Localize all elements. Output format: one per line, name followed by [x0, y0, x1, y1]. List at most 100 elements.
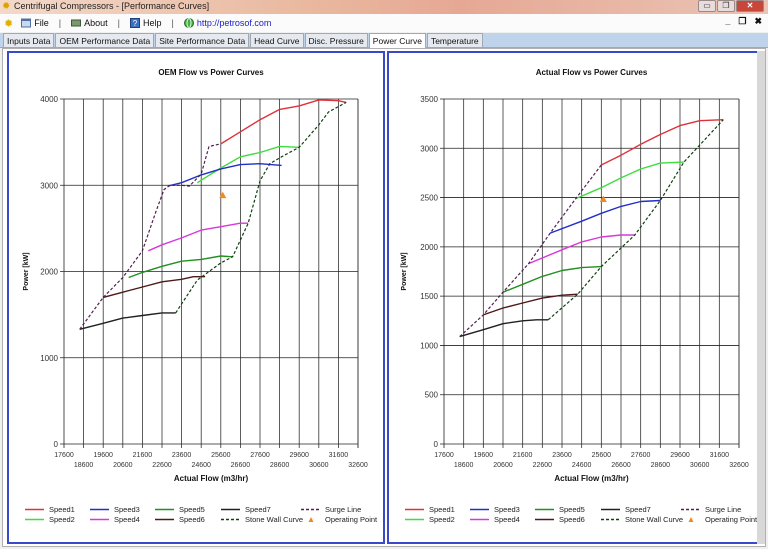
x-tick-label: 30600 [309, 462, 329, 469]
series-speed7 [79, 312, 176, 330]
x-tick-label: 19600 [93, 452, 113, 459]
y-tick-label: 3500 [420, 95, 438, 104]
mdi-minimize-button[interactable]: _ [725, 16, 731, 26]
series-lines [459, 119, 724, 338]
y-tick-label: 0 [54, 440, 59, 449]
x-tick-label: 20600 [493, 462, 513, 469]
x-tick-label: 20600 [113, 462, 133, 469]
operating-point-marker [219, 191, 227, 199]
x-tick-label: 31600 [710, 452, 730, 459]
legend-label: Speed3 [494, 505, 520, 514]
tab-disc-pressure[interactable]: Disc. Pressure [304, 33, 368, 47]
y-tick-label: 3000 [420, 144, 438, 153]
legend-label: Operating Point [705, 515, 758, 524]
tab-power-curve[interactable]: Power Curve [368, 33, 426, 48]
app-sun-icon: ✹ [4, 17, 14, 30]
menu-website-link[interactable]: http://petrosof.com [180, 18, 276, 28]
x-tick-label: 25600 [592, 452, 612, 459]
legend-label: Stone Wall Curve [625, 515, 683, 524]
legend-label: Speed7 [245, 505, 271, 514]
chart-title: OEM Flow vs Power Curves [158, 68, 264, 77]
vertical-scrollbar[interactable] [757, 51, 765, 544]
tab-strip: Inputs Data OEM Performance Data Site Pe… [0, 33, 768, 48]
window-controls: ▭ ❐ ✕ [698, 0, 764, 12]
tab-content: OEM Flow vs Power Curves 0 1000 2000 3000 400… [2, 48, 766, 547]
legend-label: Surge Line [325, 505, 361, 514]
x-tick-label: 21600 [133, 452, 153, 459]
series-lines [79, 99, 347, 330]
legend-label: Speed7 [625, 505, 651, 514]
series-surge-line [79, 143, 221, 330]
about-icon [71, 19, 82, 27]
x-tick-label: 24600 [191, 462, 211, 469]
x-tick-label: 18600 [74, 462, 94, 469]
actual-power-chart-panel: Actual Flow vs Power Curves 0 500 1000 1500 2… [387, 51, 765, 544]
series-speed6 [103, 275, 206, 299]
tab-head-curve[interactable]: Head Curve [250, 33, 304, 47]
series-surge-line [459, 164, 602, 338]
menu-file[interactable]: File [17, 18, 53, 28]
tab-site-performance-data[interactable]: Site Performance Data [155, 33, 250, 47]
menu-help-label: Help [142, 18, 162, 28]
x-tick-label: 21600 [513, 452, 533, 459]
x-tick-label: 26600 [231, 462, 251, 469]
series-speed5 [128, 255, 233, 279]
legend-label: Speed1 [429, 505, 455, 514]
app-icon: ✹ [2, 1, 11, 12]
legend-label: Speed3 [114, 505, 140, 514]
legend-label: Speed4 [114, 515, 140, 524]
actual-power-chart: Actual Flow vs Power Curves 0 500 1000 1500 2… [401, 68, 758, 524]
oem-power-chart: OEM Flow vs Power Curves 0 1000 2000 3000 400… [23, 68, 378, 524]
legend-marker [308, 517, 314, 522]
x-tick-label: 32600 [348, 462, 368, 469]
mdi-close-button[interactable]: ✖ [754, 16, 762, 26]
series-speed5 [502, 265, 602, 293]
svg-text:?: ? [133, 19, 138, 28]
legend-label: Surge Line [705, 505, 741, 514]
y-tick-label: 4000 [40, 95, 58, 104]
menu-separator: | [171, 18, 174, 28]
website-link-label: http://petrosof.com [196, 18, 272, 28]
x-tick-label: 27600 [631, 452, 651, 459]
mdi-restore-button[interactable]: ❐ [738, 16, 747, 26]
window-icon [21, 18, 32, 28]
menu-about[interactable]: About [67, 18, 112, 28]
globe-icon [183, 18, 194, 28]
series-speed7 [459, 319, 549, 338]
series-speed4 [148, 222, 249, 252]
x-tick-label: 29600 [289, 452, 309, 459]
restore-button[interactable]: ❐ [717, 0, 735, 12]
y-tick-label: 1000 [40, 354, 58, 363]
series-speed2 [575, 161, 684, 200]
y-axis-label: Power [kW] [401, 252, 408, 290]
menu-help[interactable]: ? Help [126, 18, 166, 28]
title-bar: ✹ Centrifugal Compressors - [Performance… [0, 0, 768, 14]
tab-oem-performance-data[interactable]: OEM Performance Data [55, 33, 155, 47]
x-tick-label: 22600 [152, 462, 172, 469]
menu-about-label: About [84, 18, 108, 28]
legend-label: Speed6 [179, 515, 205, 524]
x-tick-label: 32600 [729, 462, 749, 469]
x-tick-label: 30600 [690, 462, 710, 469]
y-tick-label: 500 [425, 391, 439, 400]
tab-temperature[interactable]: Temperature [426, 33, 483, 47]
minimize-button[interactable]: ▭ [698, 0, 716, 12]
legend-label: Speed2 [429, 515, 455, 524]
x-tick-label: 23600 [552, 452, 572, 459]
oem-power-chart-panel: OEM Flow vs Power Curves 0 1000 2000 3000 400… [7, 51, 385, 544]
grid [440, 98, 740, 448]
mdi-controls: _ ❐ ✖ [725, 16, 762, 27]
series-stone-wall-curve [175, 101, 347, 314]
legend-label: Speed1 [49, 505, 75, 514]
tab-inputs-data[interactable]: Inputs Data [3, 33, 55, 47]
x-tick-label: 25600 [211, 452, 231, 459]
y-axis-label: Power [kW] [23, 252, 30, 290]
chart-title: Actual Flow vs Power Curves [536, 68, 648, 77]
help-icon: ? [129, 18, 140, 28]
menu-separator: | [117, 18, 120, 28]
x-tick-label: 23600 [172, 452, 192, 459]
y-tick-label: 1000 [420, 341, 438, 350]
close-button[interactable]: ✕ [736, 0, 764, 12]
x-tick-label: 28600 [651, 462, 671, 469]
